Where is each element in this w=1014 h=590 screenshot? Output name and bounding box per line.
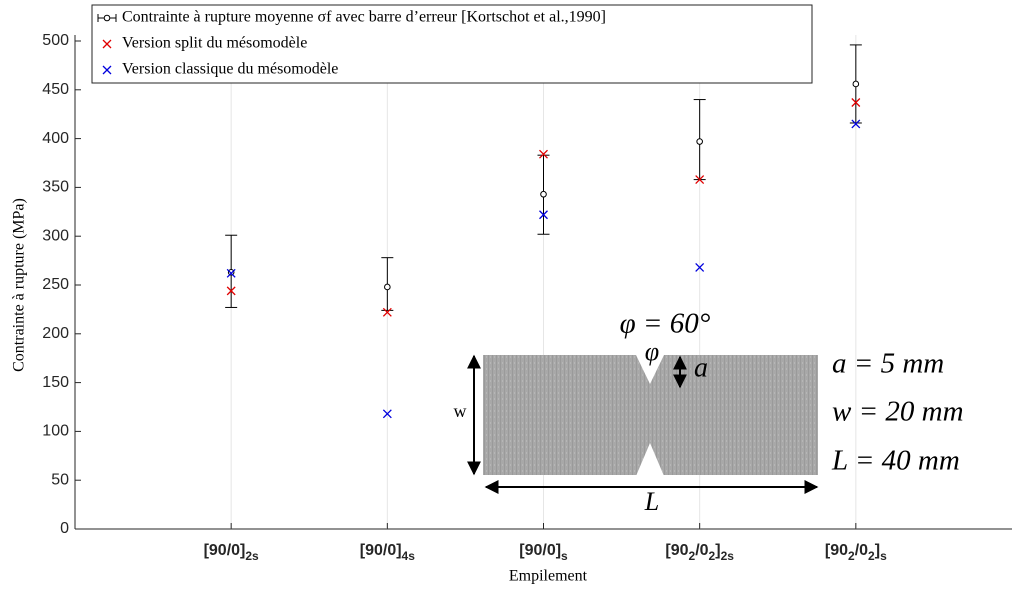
legend-marker	[102, 65, 112, 75]
x-tick-label-part: [90/0]	[204, 542, 246, 559]
x-tick-label-part: 2	[689, 549, 696, 563]
x-axis-title: Empilement	[509, 568, 588, 585]
point	[695, 262, 705, 272]
angle-label: φ = 60°	[620, 308, 711, 340]
y-tick-label: 250	[42, 276, 69, 293]
legend-marker	[103, 14, 111, 22]
inset-diagram: φ = 60° φ a w L a = 5 mm w = 20 mm L = 4…	[454, 308, 964, 516]
y-tick-label: 400	[42, 130, 69, 147]
a-label: a	[694, 352, 708, 383]
x-tick-label-part: 2s	[245, 549, 259, 563]
legend-marker	[102, 39, 112, 49]
phi-label: φ	[645, 337, 659, 366]
x-tick-label: [902/02]s	[825, 542, 887, 563]
legend-label: Version split du mésomodèle	[122, 35, 307, 52]
x-tick-label-part: 2	[848, 549, 855, 563]
y-tick-label: 300	[42, 227, 69, 244]
point	[226, 286, 236, 296]
point	[226, 268, 236, 278]
point	[539, 149, 548, 159]
point	[852, 80, 860, 88]
point	[851, 119, 861, 129]
x-tick-label-part: [90	[825, 542, 848, 559]
x-tick-label: [90/0]4s	[360, 542, 415, 563]
y-axis-title: Contrainte à rupture (MPa)	[11, 198, 28, 372]
point	[540, 190, 547, 198]
y-tick-label: 200	[42, 325, 69, 342]
point	[696, 138, 703, 145]
x-tick-label-part: s	[880, 549, 887, 563]
notch-bottom	[636, 443, 664, 476]
y-tick-label: 0	[60, 520, 69, 537]
legend-label: Contrainte à rupture moyenne σf avec bar…	[122, 9, 606, 26]
x-tick-label: [902/02]2s	[665, 542, 734, 563]
y-tick-label: 450	[42, 81, 69, 98]
x-tick-label-part: [90/0]	[360, 542, 402, 559]
point	[539, 210, 548, 220]
l-label: L	[644, 487, 659, 516]
legend-label: Version classique du mésomodèle	[122, 61, 338, 78]
x-tick-label-part: ]	[875, 542, 880, 559]
x-tick-label-part: ]	[715, 542, 720, 559]
x-tick-label: [90/0]s	[519, 542, 568, 563]
point	[851, 98, 861, 107]
x-tick-label-part: [90/0]	[519, 542, 561, 559]
legend-box	[91, 4, 813, 84]
y-tick-label: 500	[42, 32, 69, 49]
x-tick-label-part: s	[561, 549, 568, 563]
x-tick-label-part: 2s	[721, 549, 735, 563]
point	[227, 269, 235, 276]
notch-top	[636, 355, 664, 384]
x-tick-label-part: 2	[868, 549, 875, 563]
x-tick-label-part: [90	[665, 542, 688, 559]
x-tick-label-part: /0	[695, 542, 708, 559]
point	[382, 307, 392, 317]
y-tick-label: 150	[42, 374, 69, 391]
spec: L = 40 mm	[831, 445, 960, 477]
spec: a = 5 mm	[832, 348, 944, 380]
x-tick-label-part: /0	[855, 542, 868, 559]
spec: w = 20 mm	[832, 396, 964, 428]
y-tick-label: 50	[51, 471, 69, 488]
y-tick-label: 100	[42, 423, 69, 440]
x-tick-label-part: 2	[709, 549, 716, 563]
point	[382, 409, 392, 419]
x-tick-label: [90/0]2s	[204, 542, 259, 563]
point	[384, 283, 391, 291]
point	[695, 175, 705, 185]
w-label: w	[454, 401, 467, 421]
y-tick-label: 350	[42, 179, 69, 196]
x-tick-label-part: 4s	[402, 549, 416, 563]
